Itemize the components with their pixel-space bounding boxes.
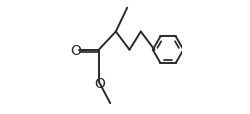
Text: O: O xyxy=(94,76,104,90)
Text: O: O xyxy=(70,43,81,57)
